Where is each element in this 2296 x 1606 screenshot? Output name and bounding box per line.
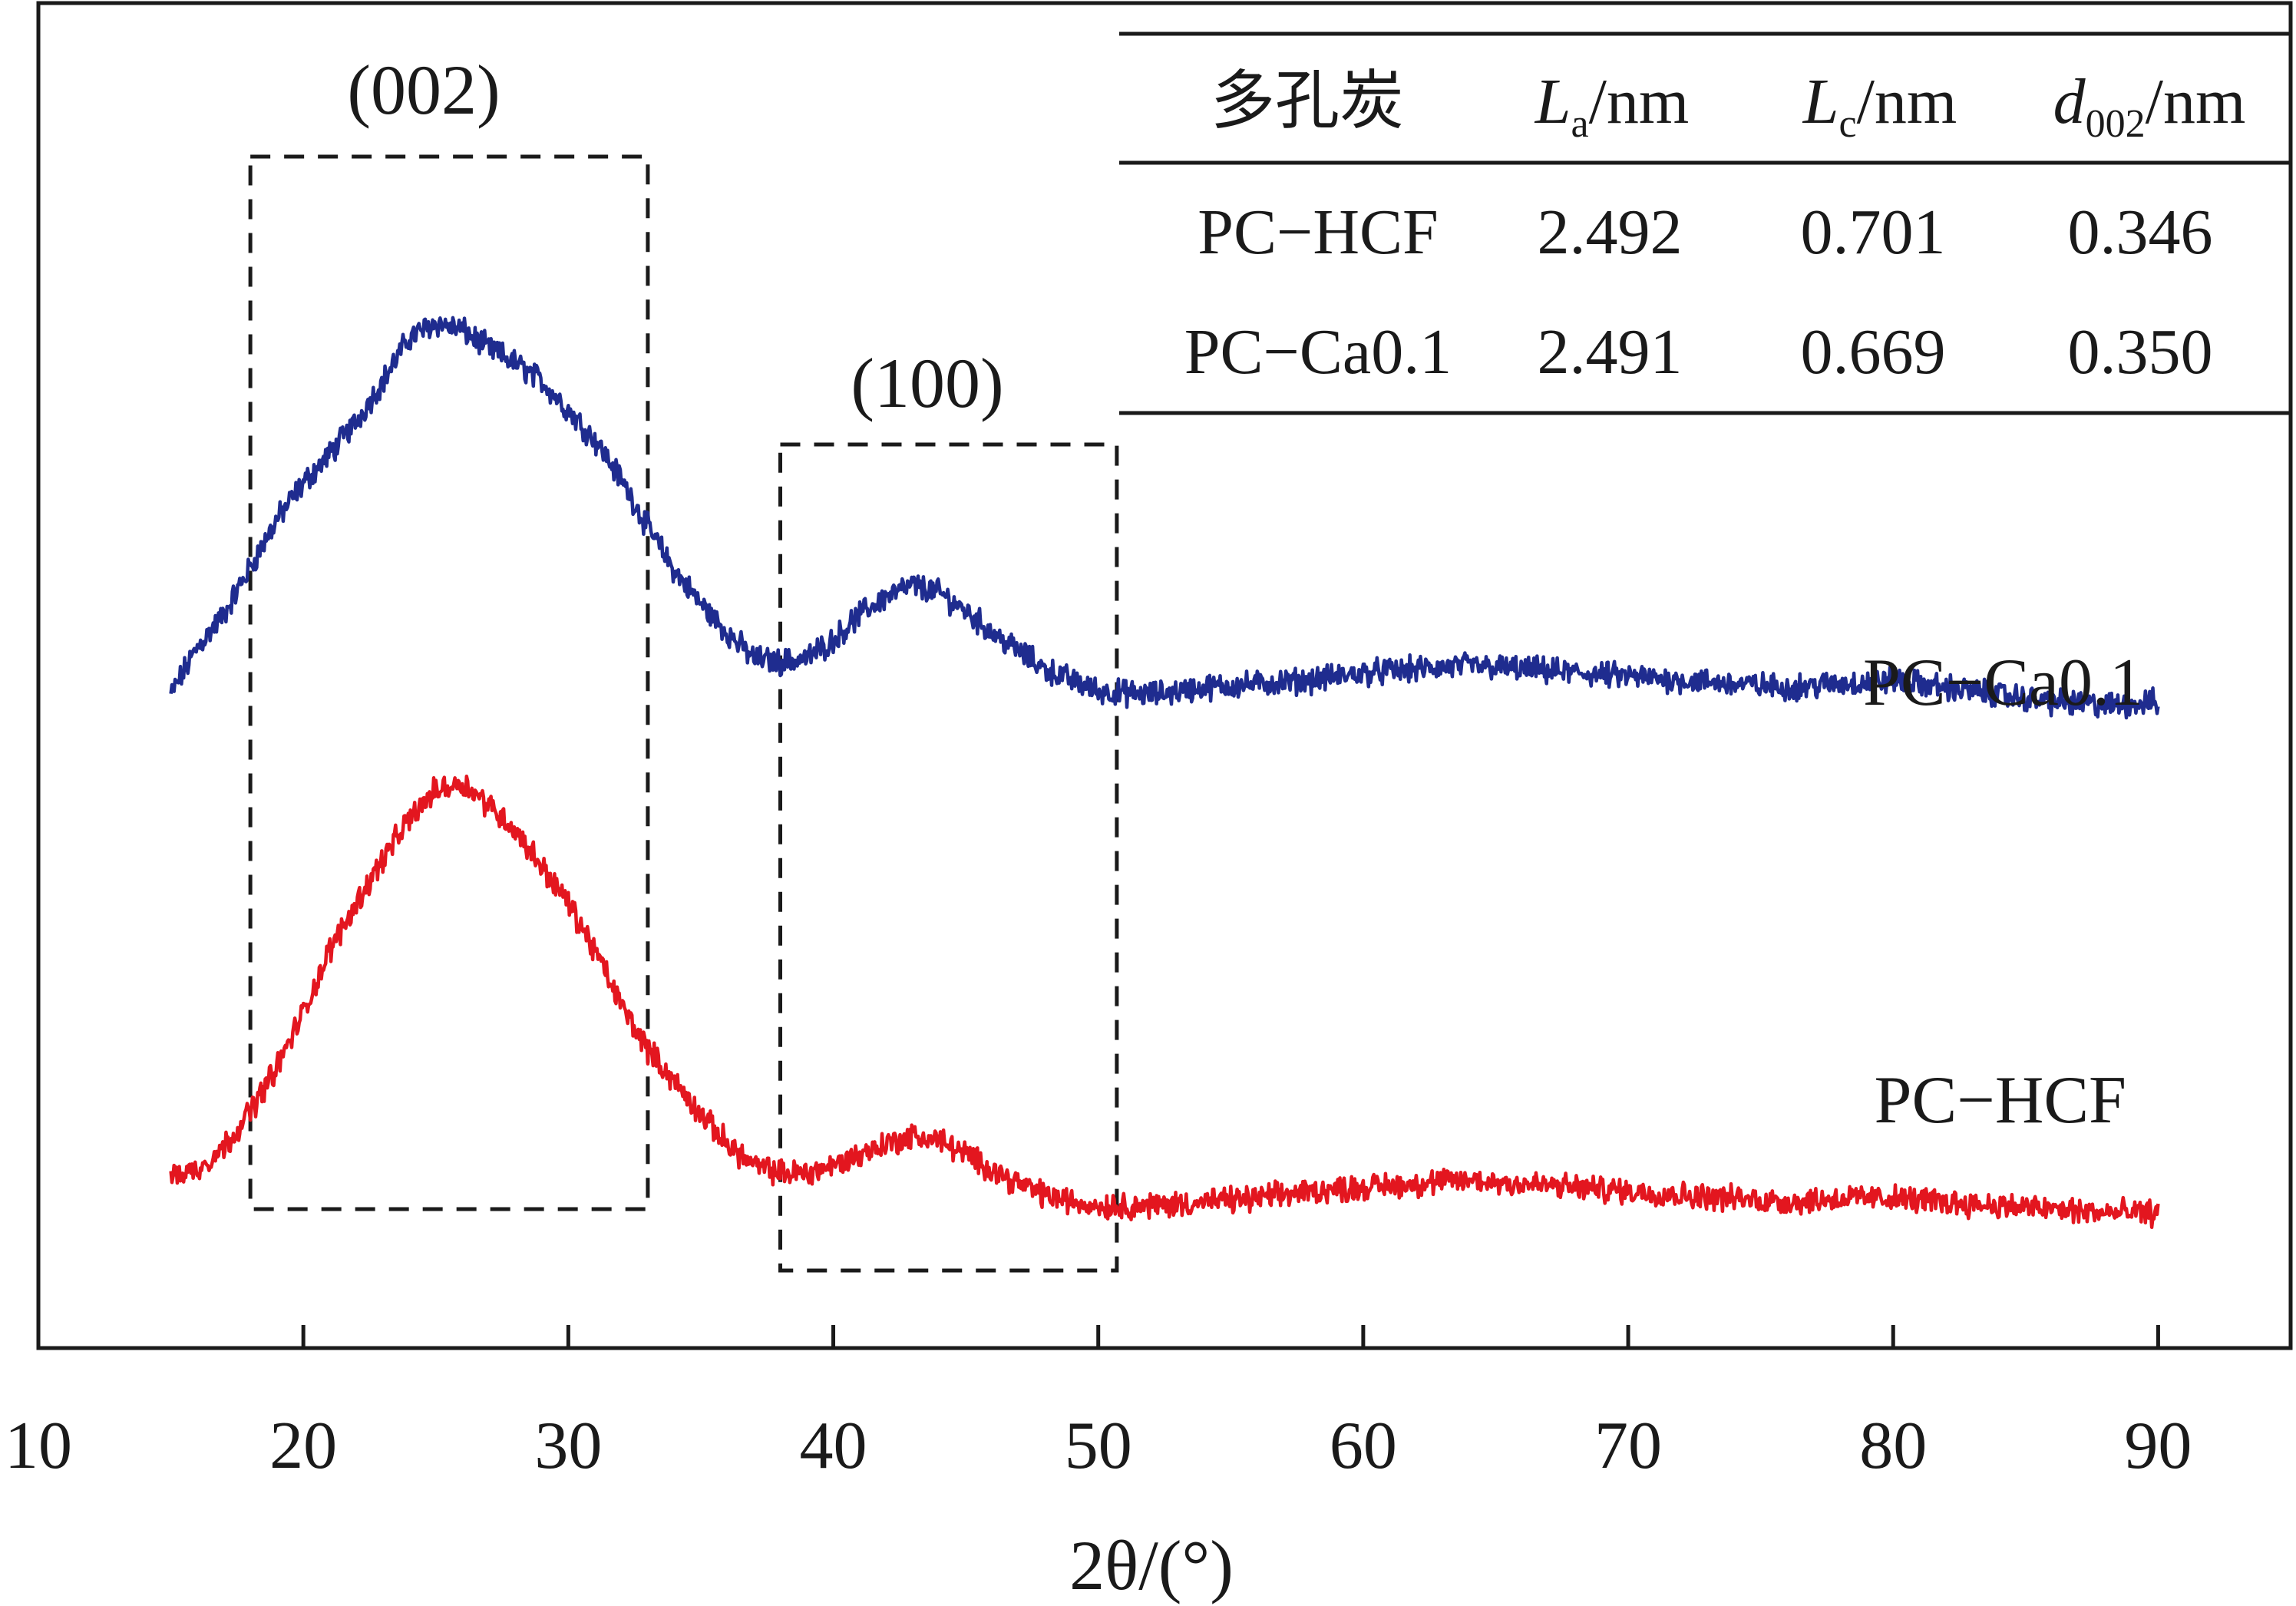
table-cell-r2-c1: PC−Ca0.1: [1184, 316, 1452, 388]
x-tick-label-30: 30: [534, 1409, 602, 1483]
peak-boxes: [248, 154, 1119, 1273]
peak-label-100: (100): [851, 344, 1003, 422]
table-cell-r2-c4: 0.350: [2068, 316, 2213, 388]
x-axis-ticks: [301, 1325, 2160, 1348]
table-cell-r1-c4: 0.346: [2068, 197, 2213, 268]
table-header-sample: 多孔炭: [1211, 66, 1404, 137]
table-header-d002: d002/nm: [2053, 66, 2246, 146]
table-header-lc: Lc/nm: [1802, 66, 1957, 146]
peak-box-100: [778, 442, 1119, 1273]
series-line-pc-ca01: [169, 316, 2160, 720]
table-header-la-sub: a: [1571, 102, 1588, 146]
table-header-lc-unit: /nm: [1857, 66, 1957, 137]
x-tick-label-60: 60: [1330, 1409, 1397, 1483]
x-axis-title: 2θ/(°): [1069, 1526, 1234, 1604]
inset-table: 多孔炭 La/nm Lc/nm d002/nm PC−HCF 2.492 0.7…: [1119, 31, 2291, 415]
series-label-pc-ca01: PC−Ca0.1: [1863, 646, 2143, 720]
table-header-lc-symbol: L: [1802, 66, 1839, 137]
series-lines: [169, 316, 2160, 1229]
table-cell-r2-c2: 2.491: [1538, 316, 1683, 388]
x-tick-label-80: 80: [1859, 1409, 1927, 1483]
x-tick-label-90: 90: [2124, 1409, 2192, 1483]
table-header-d002-sub: 002: [2086, 102, 2146, 146]
table-header-d002-unit: /nm: [2146, 66, 2246, 137]
plot-frame: [36, 1, 2293, 1350]
x-tick-label-70: 70: [1594, 1409, 1662, 1483]
table-header-lc-sub: c: [1838, 102, 1856, 146]
table-cell-r1-c1: PC−HCF: [1198, 197, 1439, 268]
x-tick-label-50: 50: [1065, 1409, 1132, 1483]
table-header-la: La/nm: [1535, 66, 1690, 146]
table-cell-r2-c3: 0.669: [1801, 316, 1946, 388]
peak-label-002: (002): [347, 51, 500, 129]
x-axis-tick-labels: 10 20 30 40 50 60 70 80 90: [5, 1409, 2192, 1483]
x-tick-label-40: 40: [800, 1409, 867, 1483]
series-label-pc-hcf: PC−HCF: [1875, 1063, 2126, 1138]
peak-box-002: [248, 154, 650, 1211]
table-header-d002-symbol: d: [2053, 66, 2086, 137]
table-cell-r1-c2: 2.492: [1538, 197, 1683, 268]
table-header-la-unit: /nm: [1589, 66, 1690, 137]
x-tick-label-20: 20: [269, 1409, 337, 1483]
x-tick-label-10: 10: [5, 1409, 72, 1483]
table-header-la-symbol: L: [1535, 66, 1571, 137]
table-cell-r1-c3: 0.701: [1801, 197, 1946, 268]
series-line-pc-hcf: [169, 774, 2160, 1229]
